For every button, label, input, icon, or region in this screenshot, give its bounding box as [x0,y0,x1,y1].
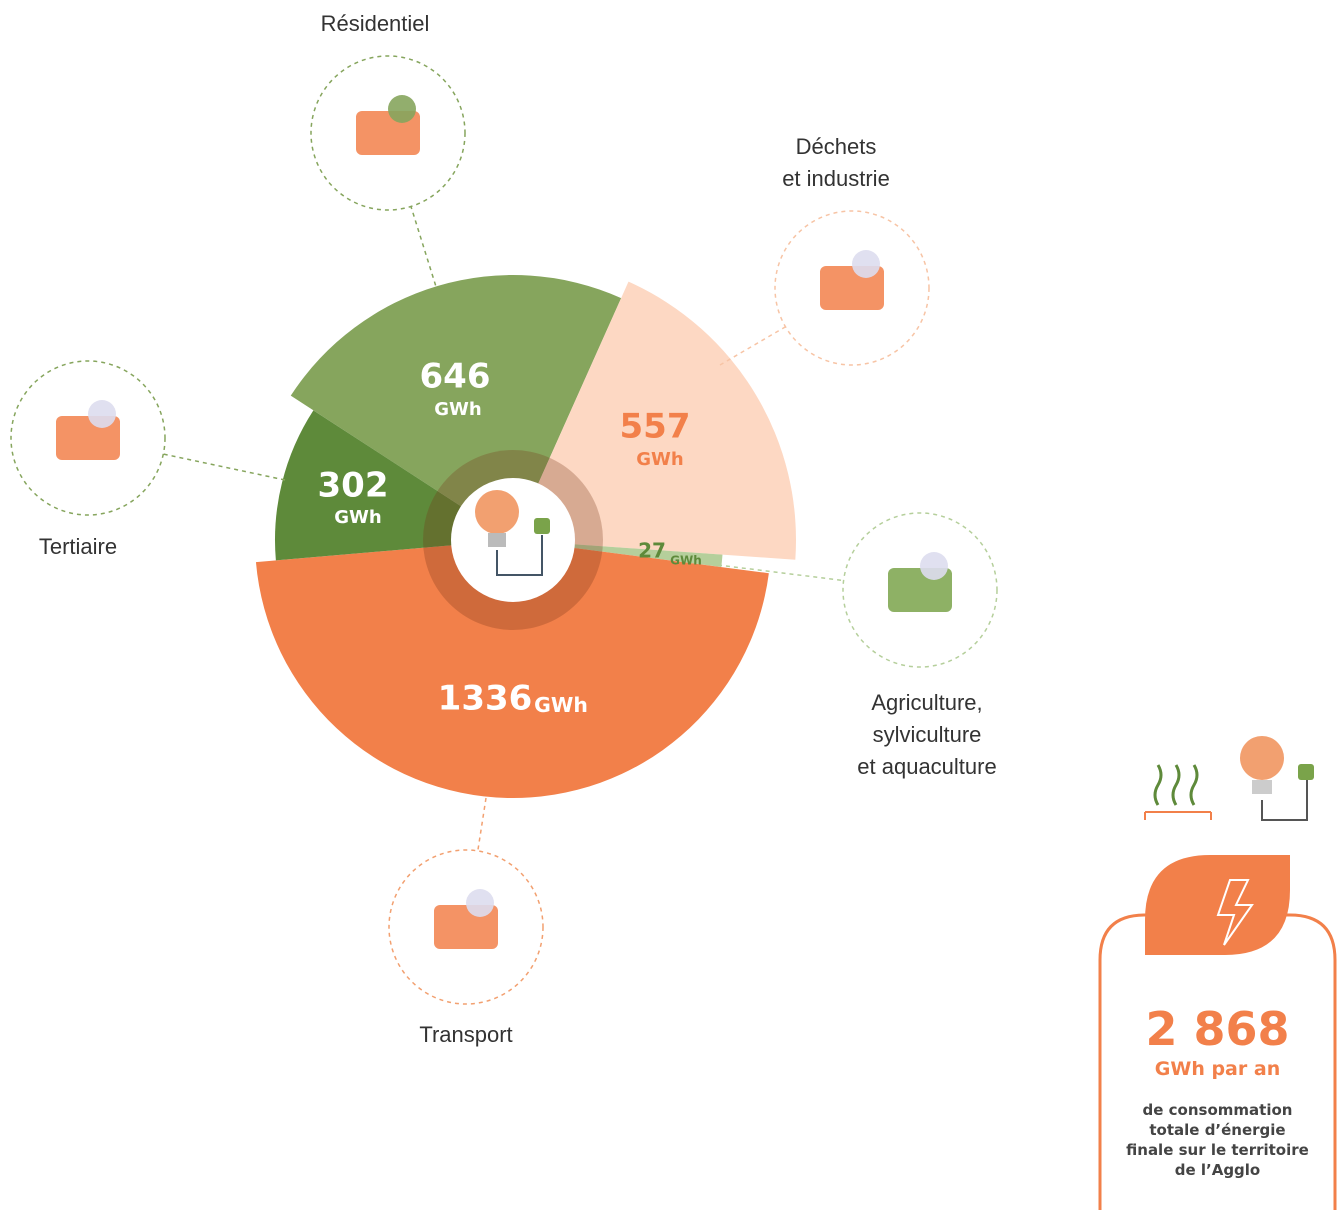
sector [255,540,769,798]
value-label: 557 [620,407,691,447]
category-label: Tertiaire [39,534,117,559]
value-label: 646 [420,357,491,397]
summary-icons [1098,736,1337,1210]
icon-detail [466,889,494,917]
unit-label: GWh [670,554,702,568]
connector [163,453,286,481]
unit-label: GWh [534,693,588,717]
icon-detail [88,400,116,428]
category-label: Agriculture, sylviculture et aquaculture [857,690,996,779]
category-label: Déchets et industrie [782,134,890,191]
value-label: 1336 [438,679,533,719]
icon-detail [388,95,416,123]
plug [534,518,550,534]
bulb [475,490,519,534]
category-label: Transport [419,1022,512,1047]
connector [717,564,844,582]
connector [719,326,786,366]
total-unit: GWh par an [1154,1058,1281,1080]
category-label: Résidentiel [321,11,430,36]
icon-detail [852,250,880,278]
connector [477,797,487,852]
value-label: 27 [638,539,666,563]
icon-detail [920,552,948,580]
unit-label: GWh [434,399,481,420]
cable [496,535,543,576]
center [451,478,575,602]
bulb-base [488,533,506,547]
unit-label: GWh [636,449,683,470]
value-label: 302 [318,466,389,506]
connector [410,206,439,294]
total: 2 868 [1145,1002,1290,1056]
sector [513,281,797,560]
description: de consommation totale d’énergie finale … [1126,1101,1309,1179]
unit-label: GWh [334,507,381,528]
sector [290,275,622,540]
